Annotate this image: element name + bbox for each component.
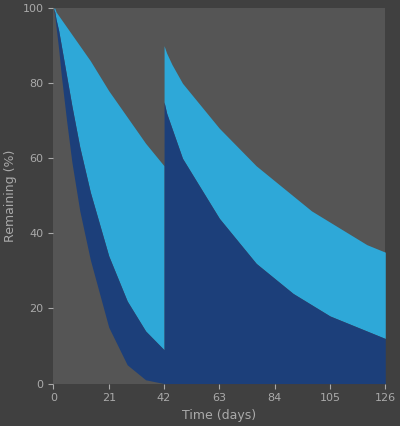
- Y-axis label: Remaining (%): Remaining (%): [4, 150, 17, 242]
- X-axis label: Time (days): Time (days): [182, 409, 256, 422]
